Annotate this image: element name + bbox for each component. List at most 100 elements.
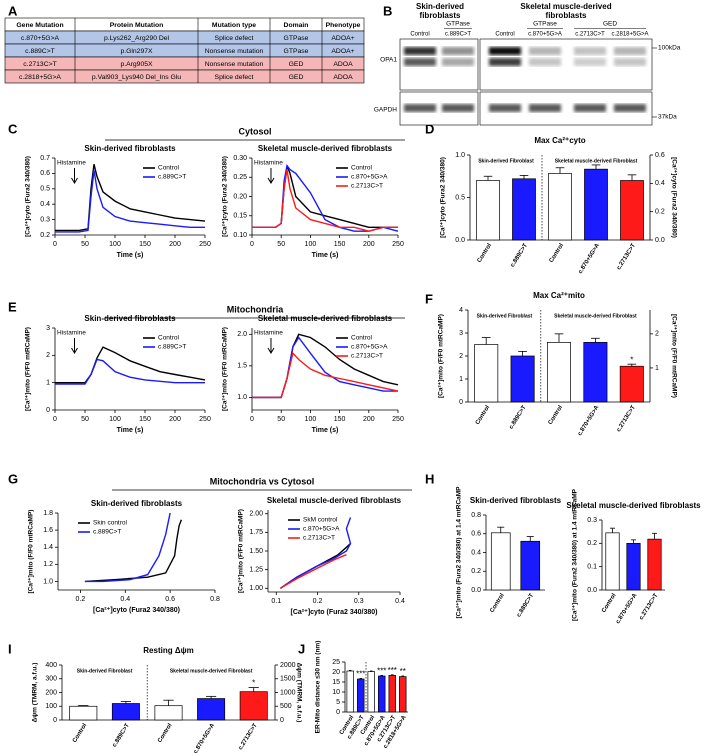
y-tick-label: 0.3 [40, 216, 50, 223]
panel-label: A [8, 3, 18, 18]
significance: *** [388, 666, 397, 675]
x-tick-label: 0 [53, 416, 57, 423]
y-axis-label: [Ca²⁺]mito (Fura2 340/380) at 1.4 mtRCaM… [456, 486, 463, 619]
blot-lane: c.870+5G>A [528, 32, 562, 38]
table-cell: p.Val903_Lys940 Del_Ins Glu [92, 74, 181, 81]
legend-label: Control [351, 165, 373, 172]
x-tick-label: Control [157, 722, 174, 744]
y-tick-label: 1 [46, 380, 50, 387]
y-tick-label: 4 [459, 307, 463, 314]
y2-tick-label: 0.6 [655, 152, 665, 159]
x-tick-label: Control [477, 242, 494, 264]
legend-label: SkM control [303, 517, 338, 524]
blot-band [614, 58, 646, 66]
blot-lane: c.2713C>T [575, 32, 605, 38]
y-tick-label: 1.6 [43, 527, 53, 534]
bar [490, 532, 511, 591]
data-line [55, 170, 205, 233]
significance: *** [377, 667, 386, 676]
x-axis-label: Time (s) [117, 252, 144, 259]
x-tick-label: 50 [81, 416, 89, 423]
x-axis-label: Time (s) [312, 252, 339, 259]
section-title: Cytosol [238, 126, 271, 136]
blot-title: Skin-derived [416, 2, 464, 11]
y2-tick-label: 2000 [280, 662, 296, 669]
x-tick-label: 0.3 [354, 598, 364, 605]
y-tick-label: 3 [46, 325, 50, 332]
group-label: Skeletal muscle-derived Fibroblast [554, 313, 637, 319]
bar [512, 178, 536, 241]
table-header: Domain [284, 22, 309, 29]
x-tick-label: 0.2 [313, 598, 323, 605]
x-tick-label: c.2713C>T [238, 722, 259, 751]
blot-size: 37kDa [658, 114, 677, 121]
y2-tick-label: 2 [655, 331, 659, 338]
legend-label: c.2713C>T [303, 535, 335, 542]
y-axis-label: [Ca²⁺]mito (F/F0 mtRCaMP) [25, 327, 32, 411]
blot-band [574, 104, 606, 112]
blot-lane: Control [410, 32, 429, 38]
y-axis-label: [Ca²⁺]mito (F/F0 mtRCaMP) [28, 510, 35, 594]
chart-title: Skeletal muscle-derived fibroblasts [258, 144, 393, 153]
x-tick-label: 150 [139, 416, 151, 423]
x-tick-label: c.889C>T [112, 722, 131, 748]
y-tick-label: 0.8 [471, 512, 481, 519]
x-tick-label: 100 [109, 416, 121, 423]
data-line [280, 517, 352, 589]
table-header: Mutation type [212, 22, 256, 29]
bar [520, 540, 541, 591]
table-cell: ADOA [333, 74, 353, 81]
y-tick-label: 0.15 [233, 213, 247, 220]
section-title: Mitochondria [227, 304, 284, 314]
blot-title: Skeletal muscle-derived [520, 2, 611, 11]
bar [357, 678, 365, 713]
legend-label: c.889C>T [93, 529, 121, 536]
x-tick-label: 200 [169, 416, 181, 423]
y2-axis-label: [Ca²⁺]mito (F/F0 mtRCaMP) [670, 314, 677, 398]
chart-title: Skeletal muscle-derived fibroblasts [258, 314, 393, 323]
bar [474, 344, 499, 403]
x-tick-label: c.889C>T [510, 242, 529, 268]
chart-title: Max Ca²⁺cyto [534, 136, 585, 145]
x-axis-label: Time (s) [117, 427, 144, 434]
table-cell: GED [289, 74, 304, 81]
y-axis-label: [Ca²⁺]cyto (Fura2 340/380) [440, 157, 447, 238]
x-tick-label: Control [548, 404, 565, 426]
table-cell: p.Lys262_Arg290 Del [104, 35, 170, 42]
y-tick-label: 0.0 [587, 587, 597, 594]
y2-axis-label: [Ca²⁺]cyto (Fura2 340/380) [670, 157, 677, 238]
x-tick-label: 200 [363, 241, 375, 248]
annotation-arrowhead [71, 347, 78, 354]
y-tick-label: 0.7 [40, 155, 50, 162]
x-tick-label: 150 [334, 416, 346, 423]
legend-label: c.870+5G>A [351, 174, 388, 181]
y-tick-label: 1.75 [249, 529, 263, 536]
chart-title: Skin-derived fibroblasts [470, 496, 562, 505]
blot-band [404, 58, 436, 66]
table-cell: Splice defect [215, 35, 254, 42]
x-tick-label: 0.6 [165, 596, 175, 603]
y-tick-label: 0 [53, 717, 57, 724]
blot-band [614, 104, 646, 112]
blot-size: 100kDa [658, 45, 681, 52]
data-line [84, 512, 171, 583]
table-header: Phenotype [326, 22, 361, 29]
y-tick-label: 0.4 [471, 549, 481, 556]
bar [388, 675, 396, 713]
x-tick-label: c.2713C>T [616, 242, 637, 271]
y-axis-label: [Ca²⁺]mito (F/F0 mtRCaMP) [238, 509, 245, 593]
annotation: Histamine [254, 330, 283, 337]
y-axis-label: [Ca²⁺]cyto (Fura2 340/380) [25, 156, 32, 237]
chart-title: Resting Δψm [143, 646, 193, 655]
y-tick-label: 0 [336, 709, 340, 716]
bar [583, 342, 608, 403]
x-axis-label: [Ca²⁺]cyto (Fura2 340/380) [291, 609, 378, 616]
y-tick-label: 300 [45, 676, 57, 683]
x-tick-label: Control [475, 404, 492, 426]
x-tick-label: 150 [334, 241, 346, 248]
panel-label: E [8, 299, 17, 314]
y-tick-label: 200 [45, 689, 57, 696]
blot-domain: GTPase [533, 21, 557, 28]
significance: * [252, 679, 255, 688]
y-tick-label: 2.0 [237, 331, 247, 338]
